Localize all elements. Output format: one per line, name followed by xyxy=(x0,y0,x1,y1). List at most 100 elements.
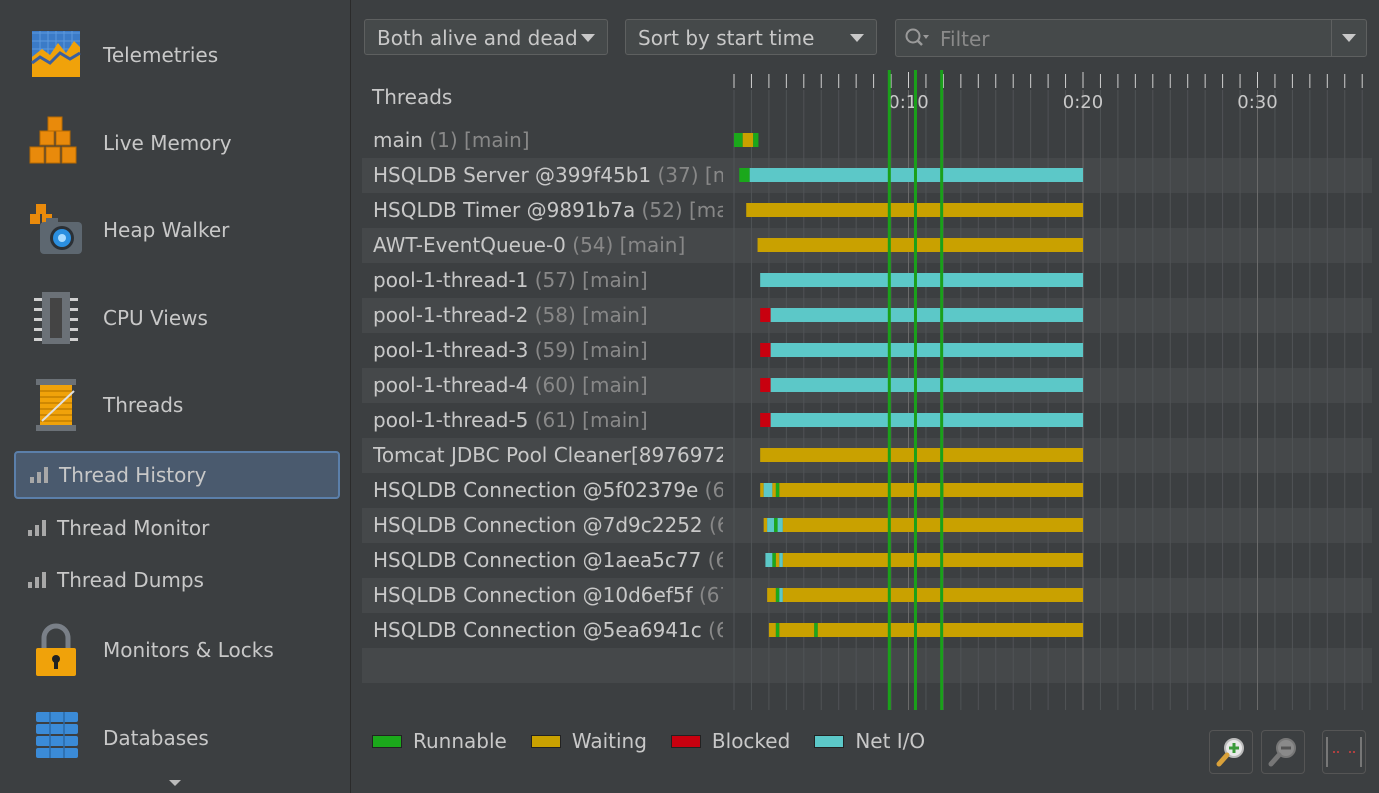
thread-name: pool-1-thread-2 (58) [main] xyxy=(373,303,723,327)
live-memory-icon xyxy=(29,116,77,164)
thread-state-segment xyxy=(767,518,775,532)
thread-name: HSQLDB Connection @5ea6941c (68)... xyxy=(373,618,723,642)
thread-name: HSQLDB Connection @5f02379e (64)... xyxy=(373,478,723,502)
thread-name: main (1) [main] xyxy=(373,128,723,152)
zoom-in-button[interactable] xyxy=(1209,730,1253,774)
thread-state-segment xyxy=(772,553,776,567)
thread-state-segment xyxy=(774,518,778,532)
legend-blocked: Blocked xyxy=(670,729,790,753)
thread-state-segment xyxy=(775,483,780,497)
sidebar-subitem-label: Thread Monitor xyxy=(57,516,210,540)
thread-meta: (64)... xyxy=(704,478,723,502)
bar-chart-icon xyxy=(28,572,46,588)
legend-swatch xyxy=(530,734,561,748)
thread-name: HSQLDB Server @399f45b1 (37) [m... xyxy=(373,163,723,187)
sidebar-item-live-memory[interactable]: Live Memory xyxy=(0,115,350,171)
thread-state-segment xyxy=(753,133,759,147)
thread-name-text: Tomcat JDBC Pool Cleaner[8976972... xyxy=(373,443,723,467)
table-row[interactable] xyxy=(362,123,1372,158)
thread-state-segment xyxy=(760,308,771,322)
fit-to-window-button[interactable] xyxy=(1322,730,1366,774)
thread-meta: (37) [m... xyxy=(657,163,723,187)
chevron-down-icon xyxy=(850,34,864,42)
bar-chart-icon xyxy=(30,467,48,483)
threads-column-header: Threads xyxy=(372,85,453,109)
thread-meta: (58) [main] xyxy=(528,303,648,327)
threads-icon xyxy=(36,379,76,431)
zoom-in-icon xyxy=(1216,738,1244,767)
sidebar-item-cpu-views[interactable]: CPU Views xyxy=(0,290,350,346)
sidebar-item-heap-walker[interactable]: Heap Walker xyxy=(0,202,350,258)
thread-name-text: pool-1-thread-5 xyxy=(373,408,529,432)
thread-state-segment xyxy=(760,448,1083,462)
legend-swatch xyxy=(670,734,701,748)
thread-name-text: HSQLDB Server @399f45b1 xyxy=(373,163,652,187)
thread-state-segment xyxy=(742,133,754,147)
thread-meta: (60) [main] xyxy=(528,373,648,397)
sidebar-subitem-label: Thread Dumps xyxy=(57,568,204,592)
thread-state-segment xyxy=(775,588,780,602)
lock-icon xyxy=(36,623,76,676)
sidebar-item-label: Live Memory xyxy=(103,131,232,155)
filter-history-dropdown[interactable] xyxy=(1331,20,1366,56)
thread-name-text: HSQLDB Connection @5f02379e xyxy=(373,478,699,502)
sidebar-item-threads[interactable]: Threads xyxy=(0,377,350,433)
thread-state-segment xyxy=(775,553,780,567)
thread-name-text: pool-1-thread-4 xyxy=(373,373,529,397)
thread-state-segment xyxy=(779,588,783,602)
zoom-out-button[interactable] xyxy=(1261,730,1305,774)
zoom-out-icon xyxy=(1268,738,1296,767)
thread-name: pool-1-thread-1 (57) [main] xyxy=(373,268,723,292)
thread-state-segment xyxy=(775,623,780,637)
sidebar-item-label: Threads xyxy=(103,393,184,417)
thread-filter-combo[interactable]: Both alive and dead xyxy=(364,19,608,55)
chevron-down-icon xyxy=(1342,34,1356,42)
thread-state-segment xyxy=(765,553,773,567)
thread-state-segment xyxy=(777,518,783,532)
sidebar-subitem-thread-dumps[interactable]: Thread Dumps xyxy=(14,558,336,602)
sidebar-item-monitors-locks[interactable]: Monitors & Locks xyxy=(0,622,350,678)
thread-state-segment xyxy=(782,518,1083,532)
sidebar-item-label: Databases xyxy=(103,726,209,750)
sidebar-subitem-label: Thread History xyxy=(59,463,207,487)
thread-state-segment xyxy=(760,483,764,497)
sidebar-item-label: Monitors & Locks xyxy=(103,638,274,662)
sidebar-item-telemetries[interactable]: Telemetries xyxy=(0,27,350,83)
sidebar-subitem-thread-monitor[interactable]: Thread Monitor xyxy=(14,506,336,550)
thread-name-text: main xyxy=(373,128,423,152)
thread-meta: (61) [main] xyxy=(528,408,648,432)
thread-meta: (68)... xyxy=(708,618,723,642)
thread-name-text: HSQLDB Timer @9891b7a xyxy=(373,198,636,222)
thread-state-segment xyxy=(760,413,771,427)
thread-name-text: pool-1-thread-3 xyxy=(373,338,529,362)
thread-name: pool-1-thread-4 (60) [main] xyxy=(373,373,723,397)
cpu-views-icon xyxy=(34,292,78,344)
sidebar-item-databases[interactable]: Databases xyxy=(0,710,350,766)
thread-state-segment xyxy=(772,483,776,497)
legend-waiting: Waiting xyxy=(530,729,647,753)
thread-state-segment xyxy=(779,483,942,497)
thread-state-segment xyxy=(763,483,773,497)
search-icon[interactable] xyxy=(904,27,930,49)
sort-mode-combo[interactable]: Sort by start time xyxy=(625,19,877,55)
thread-history-view: Threads main (1) [main] HSQLDB Server @39… xyxy=(362,70,1372,710)
thread-name: HSQLDB Timer @9891b7a (52) [main] xyxy=(373,198,723,222)
thread-name-text: HSQLDB Connection @10d6ef5f xyxy=(373,583,693,607)
databases-icon xyxy=(36,712,78,758)
thread-state-segment xyxy=(770,413,1083,427)
scroll-down-arrow-icon[interactable] xyxy=(169,780,181,786)
filter-box xyxy=(895,19,1367,57)
filter-input[interactable] xyxy=(938,24,1322,54)
sidebar-subitem-thread-history[interactable]: Thread History xyxy=(14,451,340,499)
thread-name-text: pool-1-thread-1 xyxy=(373,268,529,292)
timeline-canvas[interactable]: 0:10 0:20 0:30 xyxy=(362,70,1372,710)
fit-width-icon xyxy=(1326,737,1362,767)
sort-mode-value: Sort by start time xyxy=(638,26,815,50)
thread-state-segment xyxy=(814,623,818,637)
thread-name: pool-1-thread-3 (59) [main] xyxy=(373,338,723,362)
telemetries-icon xyxy=(31,31,81,77)
table-row[interactable] xyxy=(362,648,1372,683)
thread-state-segment xyxy=(943,483,1083,497)
state-legend: Runnable Waiting Blocked Net I/O xyxy=(372,728,949,754)
time-tick-label: 0:20 xyxy=(1063,92,1103,113)
